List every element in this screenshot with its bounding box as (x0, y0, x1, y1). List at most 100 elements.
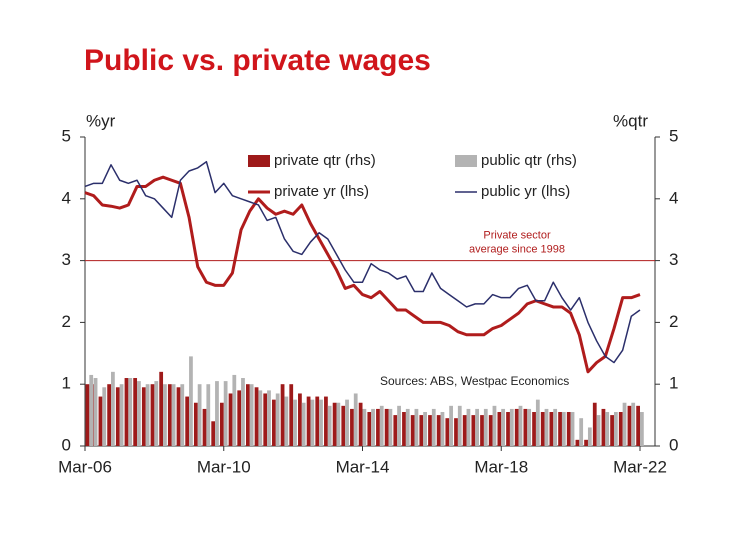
bar (345, 399, 349, 446)
bar (431, 408, 436, 446)
bar (480, 415, 484, 446)
bar (601, 408, 606, 446)
bar (358, 402, 363, 446)
bar (272, 399, 276, 446)
bar (85, 384, 90, 446)
bar (93, 378, 98, 446)
bar (336, 402, 341, 446)
bar (159, 371, 164, 446)
bar (185, 396, 190, 446)
bar (376, 408, 380, 446)
bar (514, 408, 519, 446)
bar (592, 402, 597, 446)
bar (471, 415, 476, 446)
y2-axis-label: %qtr (613, 111, 648, 130)
bar (558, 412, 562, 446)
bar (483, 408, 488, 446)
bar (575, 439, 580, 446)
bar (454, 418, 458, 446)
y2-tick-label: 0 (669, 435, 678, 454)
bar (523, 408, 528, 446)
bar (280, 384, 285, 446)
bar (245, 384, 250, 446)
bar (367, 412, 372, 446)
bar (107, 384, 112, 446)
bar (414, 408, 419, 446)
y2-tick-label: 1 (669, 374, 678, 393)
line (84, 175, 641, 374)
bar (180, 384, 185, 446)
legend-label: public yr (lhs) (481, 183, 570, 200)
bar (98, 396, 103, 446)
bar (509, 408, 514, 446)
chart-title: Public vs. private wages (84, 44, 431, 77)
y-tick-label: 5 (62, 126, 71, 145)
bar (561, 412, 566, 446)
bar (211, 421, 216, 446)
bar (154, 381, 159, 446)
bar (310, 399, 315, 446)
bar (549, 412, 554, 446)
bar (419, 415, 424, 446)
y-tick-label: 3 (62, 250, 71, 269)
bar (402, 412, 406, 446)
bar (449, 405, 453, 446)
bar (124, 378, 129, 446)
bar (640, 412, 644, 446)
y-tick-label: 1 (62, 374, 71, 393)
bar (306, 396, 311, 446)
y2-tick-label: 4 (669, 188, 678, 207)
bar (298, 393, 302, 446)
bar (393, 415, 398, 446)
bar (353, 393, 358, 446)
bar (610, 415, 614, 446)
bar (293, 399, 297, 446)
bar (267, 390, 271, 446)
bar (324, 396, 328, 446)
bar (371, 408, 375, 446)
bar (466, 408, 471, 446)
bar (532, 412, 536, 446)
bar (89, 374, 94, 446)
y2-tick-label: 2 (669, 312, 678, 331)
bar (150, 384, 155, 446)
x-tick-label: Mar-18 (474, 457, 528, 476)
bar (423, 412, 427, 446)
legend-label: private yr (lhs) (274, 183, 369, 200)
bar (171, 384, 176, 446)
bar (553, 408, 558, 446)
x-tick-label: Mar-22 (613, 457, 667, 476)
bar (397, 405, 401, 446)
bar (492, 405, 497, 446)
bar (618, 412, 623, 446)
bar (501, 408, 506, 446)
bar (223, 381, 228, 446)
x-tick-label: Mar-10 (197, 457, 251, 476)
bar (488, 415, 493, 446)
bar (613, 412, 618, 446)
bar (544, 408, 549, 446)
bar (128, 378, 133, 446)
bar (410, 415, 415, 446)
bar (540, 412, 545, 446)
y-tick-label: 2 (62, 312, 71, 331)
bar (111, 371, 115, 446)
bar (119, 384, 124, 446)
bar (319, 399, 323, 446)
y-tick-label: 0 (62, 435, 71, 454)
bar (254, 387, 259, 446)
bar (275, 393, 280, 446)
bar (145, 384, 150, 446)
bar (215, 381, 219, 446)
bar (315, 396, 320, 446)
bar (115, 387, 120, 446)
bar (228, 393, 233, 446)
bar (462, 415, 467, 446)
y-axis-label: %yr (86, 111, 116, 130)
legend-label: public qtr (rhs) (481, 152, 577, 169)
y2-tick-label: 3 (669, 250, 678, 269)
bar (301, 402, 306, 446)
bar (176, 387, 181, 446)
bar (570, 412, 575, 446)
